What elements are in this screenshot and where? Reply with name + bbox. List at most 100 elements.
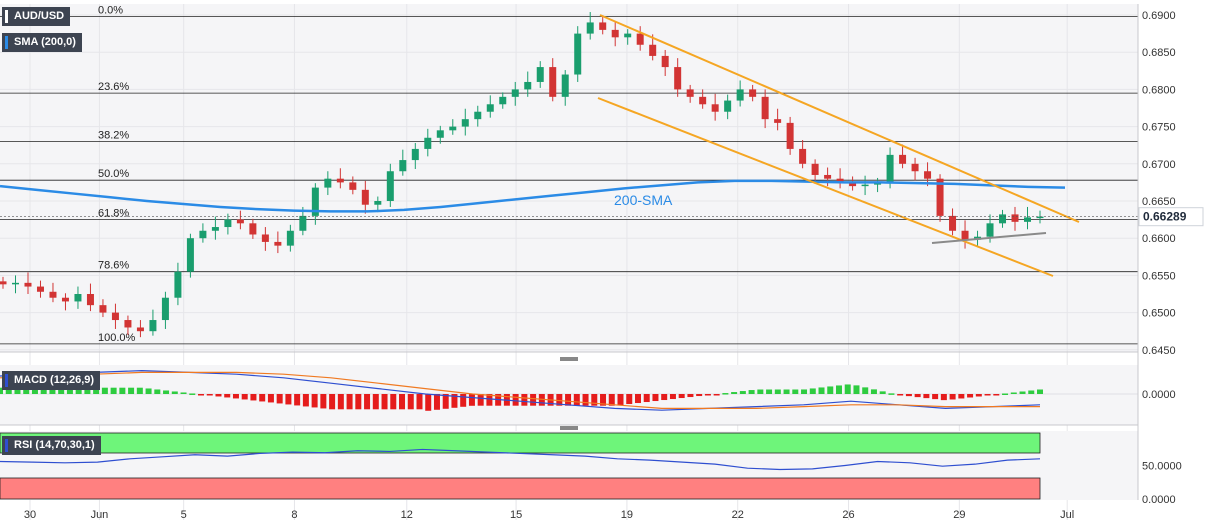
- macd-histogram-bar: [259, 394, 266, 402]
- macd-histogram-bar: [835, 385, 842, 394]
- fib-level-label: 0.0%: [98, 4, 123, 16]
- macd-histogram-bar: [267, 394, 274, 403]
- macd-histogram-bar: [739, 391, 746, 394]
- macd-label: MACD (12,26,9): [14, 374, 95, 386]
- rsi-tag[interactable]: RSI (14,70,30,1): [2, 436, 101, 455]
- candle-body: [836, 178, 844, 183]
- candle-body: [211, 227, 219, 231]
- macd-histogram-bar: [967, 394, 974, 398]
- date-tick-label: Jul: [1060, 509, 1074, 521]
- macd-tag[interactable]: MACD (12,26,9): [2, 371, 101, 390]
- macd-histogram-bar: [914, 394, 921, 398]
- fib-level-label: 50.0%: [98, 168, 129, 180]
- macd-histogram-bar: [844, 384, 851, 394]
- macd-histogram-bar: [870, 389, 877, 394]
- price-tick-label: 0.6750: [1142, 122, 1176, 134]
- candle-body: [949, 215, 957, 231]
- macd-histogram-bar: [128, 387, 135, 394]
- macd-histogram-bar: [14, 387, 21, 394]
- macd-histogram-bar: [364, 394, 371, 410]
- macd-histogram-bar: [346, 394, 353, 410]
- macd-histogram-bar: [294, 394, 301, 406]
- current-price-box: [1138, 207, 1204, 227]
- macd-histogram-bar: [556, 394, 563, 406]
- macd-histogram-bar: [320, 394, 327, 409]
- macd-histogram-bar: [407, 394, 414, 410]
- sma200-line: [0, 179, 1066, 213]
- macd-histogram-bar: [713, 394, 720, 396]
- macd-histogram-bar: [1002, 393, 1009, 395]
- macd-histogram-bar: [932, 394, 939, 400]
- macd-histogram-bar: [617, 394, 624, 406]
- macd-histogram-bar: [215, 394, 222, 397]
- macd-histogram-bar: [145, 388, 152, 394]
- rsi-swatch: [5, 439, 8, 452]
- macd-histogram-bar: [565, 394, 572, 406]
- macd-histogram-bar: [897, 394, 904, 396]
- fib-level-label: 61.8%: [98, 208, 129, 220]
- sma-tag[interactable]: SMA (200,0): [2, 33, 82, 52]
- macd-histogram-bar: [687, 394, 694, 398]
- macd-histogram-bar: [66, 387, 73, 394]
- candle-body: [749, 89, 757, 97]
- macd-histogram-bar: [704, 394, 711, 396]
- candle-body: [649, 44, 657, 56]
- candle-body: [899, 154, 907, 164]
- candle-body: [24, 282, 32, 287]
- macd-histogram-bar: [512, 394, 519, 406]
- candle-body: [349, 182, 357, 190]
- candle-body: [49, 291, 57, 298]
- macd-histogram-bar: [451, 394, 458, 408]
- candle-body: [74, 294, 82, 302]
- candle-body: [936, 178, 944, 216]
- candle-body: [461, 119, 469, 127]
- support-line: [931, 232, 1047, 244]
- candle-body: [286, 230, 294, 246]
- candle-body: [699, 96, 707, 105]
- macd-histogram-bar: [521, 394, 528, 406]
- candle-body: [474, 111, 482, 120]
- macd-histogram-bar: [390, 394, 397, 410]
- candle-body: [1036, 216, 1044, 219]
- candle-body: [449, 126, 457, 131]
- candle-body: [99, 305, 107, 313]
- candle-body: [536, 67, 544, 82]
- fib-level-label: 78.6%: [98, 260, 129, 272]
- candle-body: [111, 312, 119, 321]
- candle-body: [986, 223, 994, 237]
- candle-body: [886, 154, 894, 183]
- macd-histogram-bar: [862, 387, 869, 394]
- macd-histogram-bar: [311, 394, 318, 408]
- macd-histogram-bar: [888, 393, 895, 395]
- macd-histogram-bar: [774, 389, 781, 394]
- macd-histogram-bar: [442, 394, 449, 409]
- price-tick-label: 0.6850: [1142, 47, 1176, 59]
- macd-histogram-bar: [198, 394, 205, 396]
- price-tick-label: 0.6550: [1142, 270, 1176, 282]
- candle-body: [624, 33, 632, 38]
- symbol-swatch: [5, 10, 8, 23]
- candle-body: [386, 171, 394, 201]
- macd-histogram-bar: [5, 387, 12, 394]
- macd-histogram-bar: [905, 394, 912, 397]
- candle-body: [574, 33, 582, 75]
- sma-label: SMA (200,0): [14, 36, 76, 48]
- candle-body: [374, 201, 382, 205]
- date-tick-label: 26: [842, 509, 854, 521]
- candle-body: [811, 163, 819, 175]
- macd-histogram-bar: [591, 394, 598, 406]
- candle-body: [436, 130, 444, 138]
- candle-body: [0, 281, 7, 285]
- symbol-tag[interactable]: AUD/USD: [2, 7, 71, 26]
- candle-body: [686, 89, 694, 97]
- rsi-line: [0, 448, 1041, 471]
- macd-histogram-bar: [827, 386, 834, 394]
- candle-body: [1011, 214, 1019, 222]
- macd-histogram-bar: [232, 394, 239, 399]
- candle-body: [599, 22, 607, 30]
- candle-body: [549, 67, 557, 97]
- price-tick-label: 0.6700: [1142, 159, 1176, 171]
- date-tick-label: 12: [401, 509, 413, 521]
- date-tick-label: 22: [732, 509, 744, 521]
